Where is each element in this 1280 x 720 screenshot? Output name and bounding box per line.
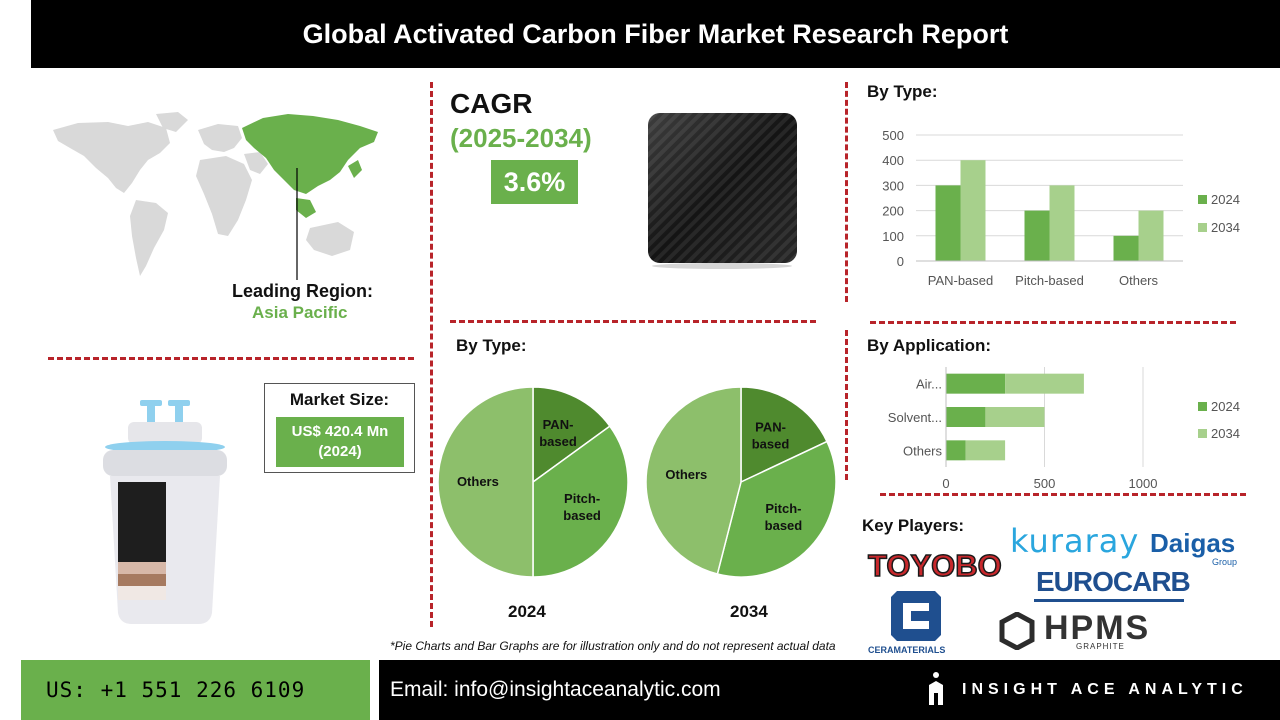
legend-label-2024: 2024 [1211, 192, 1240, 207]
ceramaterials-icon [891, 591, 941, 641]
divider-center [450, 320, 816, 323]
carbon-fiber-image [648, 113, 797, 269]
x-tick-label: 1000 [1129, 476, 1158, 491]
market-size-year: (2024) [318, 443, 362, 460]
y-tick-label: 0 [897, 254, 904, 269]
legend-swatch-2024 [1198, 402, 1207, 411]
market-size-value: US$ 420.4 Mn (2024) [276, 417, 404, 467]
pie-chart-2024: PAN-based Pitch-based Others [437, 386, 629, 578]
divider-vertical-right-mid [845, 330, 848, 480]
market-size-amount: US$ 420.4 Mn [291, 423, 389, 440]
logo-daigas: Daigas [1150, 528, 1236, 558]
legend-label-2024: 2024 [1211, 399, 1240, 414]
pie-label-others: Others [457, 474, 499, 489]
phone-number: US: +1 551 226 6109 [46, 678, 306, 702]
bar-chart-application: 0 500 1000 Air... Solvent... Others 2024 2034 [888, 367, 1240, 491]
logo-toyobo: TOYOBO [867, 547, 1002, 584]
divider-right-bottom [880, 493, 1246, 496]
hpms-icon [999, 612, 1035, 650]
legend-swatch-2034 [1198, 223, 1207, 232]
divider-left [48, 357, 414, 360]
bar-chart-type: 0 100 200 300 400 500 PAN-based Pitch-based Othe… [882, 128, 1240, 288]
report-title: Global Activated Carbon Fiber Market Res… [302, 18, 1009, 49]
legend-swatch-2034 [1198, 429, 1207, 438]
bar-air-2034 [1005, 373, 1084, 394]
water-filter-image [103, 400, 227, 624]
legend-label-2034: 2034 [1211, 426, 1240, 441]
bar-type-title: By Type: [867, 82, 938, 101]
bar-others-2024 [1113, 235, 1139, 261]
pie-slice-pitch-based [716, 440, 837, 578]
bar-others-2034 [1138, 210, 1164, 261]
y-tick-label: Others [903, 443, 943, 458]
x-tick-label: 0 [942, 476, 949, 491]
pie-slice-others [437, 386, 534, 578]
report-header: Global Activated Carbon Fiber Market Res… [31, 0, 1280, 68]
legend-swatch-2024 [1198, 195, 1207, 204]
logo-eurocarb: EUROCARB [1036, 566, 1191, 597]
bar-pitch-based-2034 [1049, 185, 1075, 261]
pie-label-pan-based: PAN-based [539, 417, 577, 449]
pie-slice-pan-based [532, 386, 611, 484]
cagr-period: (2025-2034) [450, 123, 592, 153]
pie-label-pitch-based: Pitch-based [563, 491, 601, 523]
pie-chart-2034: PAN-based Pitch-based Others [645, 386, 837, 578]
footer-phone: US: +1 551 226 6109 [21, 660, 370, 720]
x-tick-label: Pitch-based [1015, 273, 1084, 288]
world-map [53, 112, 378, 280]
y-tick-label: 400 [882, 153, 904, 168]
disclaimer-text: *Pie Charts and Bar Graphs are for illus… [390, 639, 836, 653]
market-size-label: Market Size: [289, 390, 390, 409]
pie-slice-pitch-based [532, 425, 629, 578]
x-tick-label: 500 [1034, 476, 1056, 491]
bar-pan-based-2024 [935, 185, 961, 261]
bar-others-2024 [946, 440, 966, 461]
logo-hpms-graphite: GRAPHITE [1076, 642, 1125, 651]
y-tick-label: 500 [882, 128, 904, 143]
y-tick-label: 200 [882, 204, 904, 219]
logo-ceramaterials: CERAMATERIALS [868, 645, 946, 655]
y-tick-label: 300 [882, 178, 904, 193]
leading-region-value: Asia Pacific [252, 303, 348, 322]
cagr-title: CAGR [450, 88, 533, 119]
bar-solvent-2034 [985, 407, 1045, 427]
bar-pitch-based-2024 [1024, 210, 1050, 261]
x-tick-label: PAN-based [928, 273, 994, 288]
legend-label-2034: 2034 [1211, 220, 1240, 235]
y-tick-label: Solvent... [888, 410, 942, 425]
pie-year-2024: 2024 [508, 602, 546, 621]
leading-region-label: Leading Region: [232, 281, 373, 301]
pie-slice-others [645, 386, 742, 575]
bar-others-2034 [965, 440, 1006, 461]
divider-vertical-right-top [845, 82, 848, 302]
cagr-value: 3.6% [491, 160, 578, 204]
divider-vertical-left [430, 82, 433, 627]
insight-ace-logo-icon [929, 672, 943, 705]
y-tick-label: Air... [916, 377, 942, 392]
footer-email: Email: info@insightaceanalytic.com [379, 660, 1280, 720]
email-address: Email: info@insightaceanalytic.com [390, 678, 721, 701]
logo-eurocarb-underline [1034, 599, 1184, 602]
bar-pan-based-2034 [960, 160, 986, 261]
market-size-box: Market Size: US$ 420.4 Mn (2024) [264, 383, 415, 473]
bar-solvent-2024 [946, 407, 986, 427]
logo-daigas-group: Group [1212, 557, 1238, 567]
divider-right-top [870, 321, 1236, 324]
pie-year-2034: 2034 [730, 602, 768, 621]
x-tick-label: Others [1119, 273, 1159, 288]
pie-label-others: Others [665, 467, 707, 482]
bar-air-2024 [946, 373, 1006, 394]
footer-brand: INSIGHT ACE ANALYTIC [962, 681, 1248, 698]
y-tick-label: 100 [882, 229, 904, 244]
logo-kuraray: kuraray [1010, 522, 1140, 560]
bar-app-title: By Application: [867, 336, 992, 355]
pie-label-pan-based: PAN-based [752, 419, 790, 451]
logo-hpms: HPMS [1044, 609, 1151, 647]
pie-label-pitch-based: Pitch-based [765, 501, 803, 533]
pie-section-title: By Type: [456, 336, 527, 355]
pie-slice-pan-based [740, 386, 828, 484]
key-players-title: Key Players: [862, 516, 965, 535]
